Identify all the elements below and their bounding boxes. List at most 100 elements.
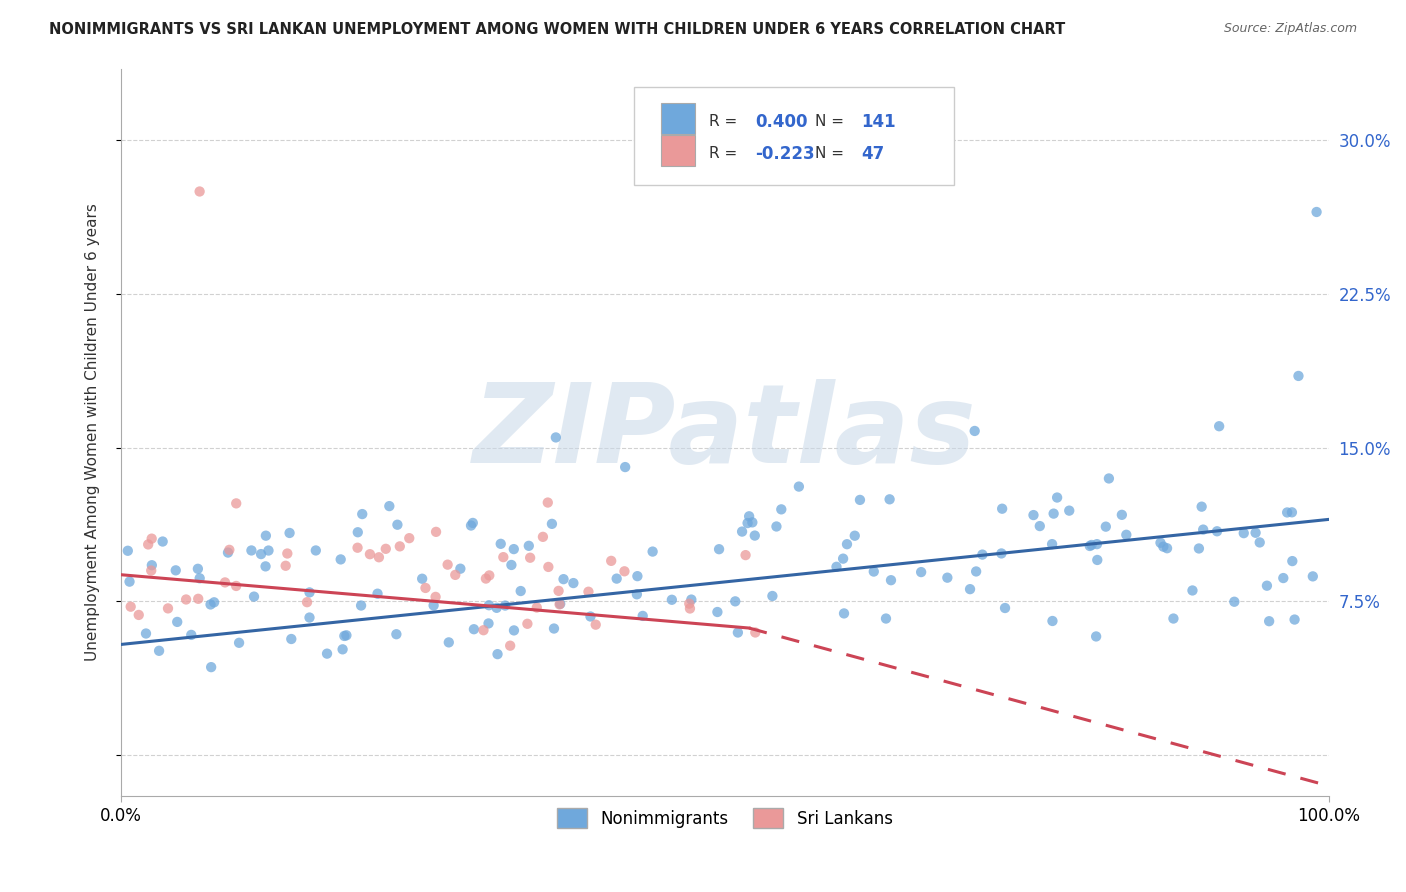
Point [613, 564, 636, 578]
Point [444, 567, 467, 582]
Point [254, 529, 277, 543]
Point [385, 627, 408, 641]
Point [200, 660, 222, 674]
Point [765, 519, 787, 533]
Point [990, 546, 1012, 560]
Point [770, 502, 793, 516]
Point [1272, 571, 1295, 585]
Point [994, 601, 1017, 615]
Point [436, 558, 458, 572]
Point [478, 568, 501, 582]
Point [661, 592, 683, 607]
Point [298, 610, 321, 624]
Point [1244, 525, 1267, 540]
Point [606, 572, 628, 586]
Point [141, 532, 163, 546]
Point [472, 624, 495, 638]
Point [585, 617, 607, 632]
Legend: Nonimmigrants, Sri Lankans: Nonimmigrants, Sri Lankans [550, 801, 900, 835]
Point [156, 601, 179, 615]
Point [832, 551, 855, 566]
Point [537, 560, 560, 574]
Point [477, 616, 499, 631]
Point [844, 529, 866, 543]
Point [1275, 505, 1298, 519]
Point [744, 528, 766, 542]
Point [1080, 538, 1102, 552]
Point [548, 598, 571, 612]
Point [862, 565, 884, 579]
Point [1281, 505, 1303, 519]
Text: 141: 141 [862, 112, 896, 130]
Point [332, 642, 354, 657]
Point [492, 550, 515, 565]
Point [1022, 508, 1045, 522]
Point [579, 609, 602, 624]
Point [678, 597, 700, 611]
Point [1152, 540, 1174, 554]
Point [744, 625, 766, 640]
Point [1284, 613, 1306, 627]
Point [707, 542, 730, 557]
Point [738, 509, 761, 524]
Point [387, 517, 409, 532]
Point [280, 632, 302, 646]
Point [117, 543, 139, 558]
Point [541, 516, 564, 531]
Point [141, 564, 163, 578]
Point [398, 531, 420, 545]
Point [128, 607, 150, 622]
Point [228, 636, 250, 650]
Point [425, 590, 447, 604]
Point [1078, 539, 1101, 553]
Point [141, 558, 163, 573]
Point [494, 599, 516, 613]
Point [278, 525, 301, 540]
Point [600, 554, 623, 568]
Point [1046, 491, 1069, 505]
Point [180, 628, 202, 642]
Point [1098, 471, 1121, 485]
Point [1206, 524, 1229, 539]
Point [681, 592, 703, 607]
Text: 47: 47 [862, 145, 884, 162]
Point [706, 605, 728, 619]
Point [614, 460, 637, 475]
Point [1156, 541, 1178, 556]
Point [257, 543, 280, 558]
Point [731, 524, 754, 539]
Point [832, 607, 855, 621]
Point [543, 622, 565, 636]
Text: -0.223: -0.223 [755, 145, 814, 162]
FancyBboxPatch shape [661, 103, 695, 134]
Point [460, 518, 482, 533]
Point [626, 569, 648, 583]
Point [1115, 528, 1137, 542]
Point [305, 543, 328, 558]
Point [1258, 614, 1281, 628]
Point [516, 616, 538, 631]
Point [1249, 535, 1271, 549]
Point [359, 547, 381, 561]
Point [727, 625, 749, 640]
Point [965, 565, 987, 579]
Point [135, 626, 157, 640]
Point [136, 537, 159, 551]
Point [547, 583, 569, 598]
Point [761, 589, 783, 603]
Point [880, 573, 903, 587]
Point [165, 563, 187, 577]
Point [641, 544, 664, 558]
Point [202, 595, 225, 609]
Point [478, 599, 501, 613]
Point [825, 559, 848, 574]
Point [1256, 579, 1278, 593]
Point [679, 601, 702, 615]
Point [631, 608, 654, 623]
Point [225, 579, 247, 593]
Point [218, 542, 240, 557]
Point [1057, 503, 1080, 517]
Point [187, 591, 209, 606]
Point [148, 644, 170, 658]
Point [174, 592, 197, 607]
